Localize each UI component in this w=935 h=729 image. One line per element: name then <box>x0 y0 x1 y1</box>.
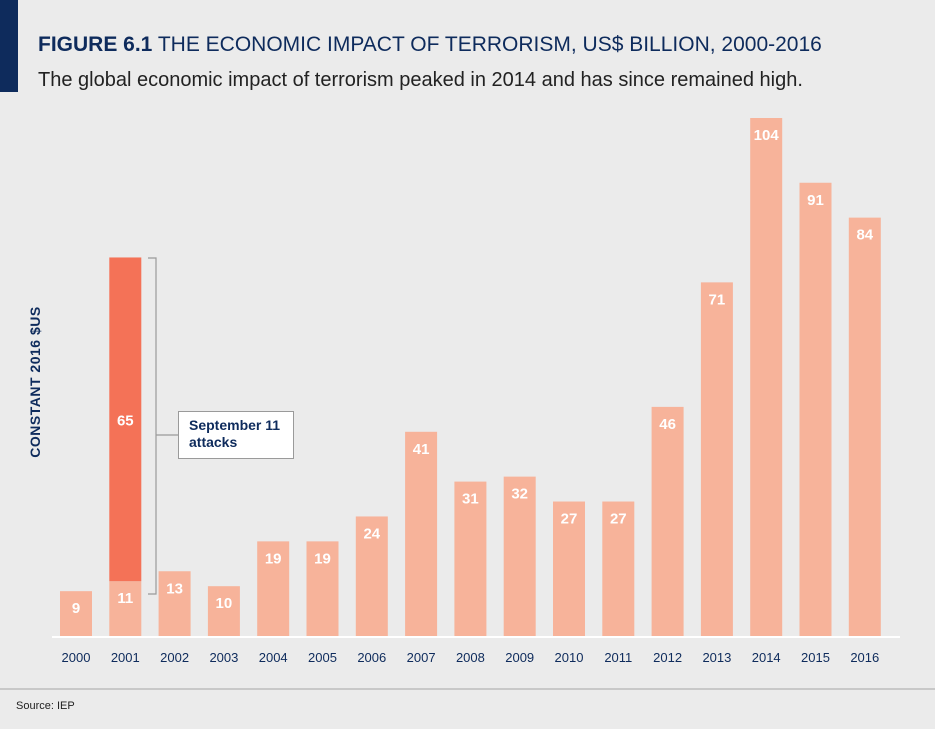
bar-2000 <box>60 591 92 636</box>
bar-2014 <box>750 118 783 636</box>
x-tick-2004: 2004 <box>259 650 288 665</box>
x-tick-2006: 2006 <box>357 650 386 665</box>
bar-2012 <box>651 406 684 636</box>
bar-label-2004: 19 <box>265 550 282 567</box>
bar-label-2010: 27 <box>561 511 578 528</box>
accent-bar <box>0 0 18 92</box>
x-tick-2016: 2016 <box>850 650 879 665</box>
x-tick-2010: 2010 <box>555 650 584 665</box>
source-note: Source: IEP <box>16 700 75 712</box>
bar-label-2011: 27 <box>610 511 627 528</box>
x-tick-2002: 2002 <box>160 650 189 665</box>
figure-subtitle: The global economic impact of terrorism … <box>38 69 803 91</box>
bar-2009 <box>503 476 536 636</box>
bar-2003 <box>207 586 240 636</box>
bar-label-2016: 84 <box>856 227 873 244</box>
bar-2001-september-11 <box>109 257 142 582</box>
title-text: THE ECONOMIC IMPACT OF TERRORISM, US$ BI… <box>157 33 822 56</box>
bar-2016 <box>848 217 881 636</box>
x-tick-2014: 2014 <box>752 650 781 665</box>
figure-label: FIGURE 6.1 <box>38 33 153 56</box>
bar-label-2006: 24 <box>363 525 380 542</box>
source-divider <box>0 688 935 690</box>
annotation-line-1: September 11 <box>189 417 281 433</box>
bar-labels-group: 9 11 65 13 10 19 19 24 41 31 32 27 27 46 71 104 91 84 <box>72 127 874 617</box>
x-tick-2003: 2003 <box>209 650 238 665</box>
bar-label-2000: 9 <box>72 600 80 617</box>
x-tick-2011: 2011 <box>604 650 632 665</box>
bar-2008 <box>454 481 487 636</box>
x-tick-2005: 2005 <box>308 650 337 665</box>
x-tick-2012: 2012 <box>653 650 682 665</box>
bar-label-2008: 31 <box>462 491 479 508</box>
x-tick-2007: 2007 <box>407 650 436 665</box>
x-tick-2009: 2009 <box>505 650 534 665</box>
bar-label-2014: 104 <box>754 127 780 144</box>
bar-2007 <box>405 431 438 636</box>
bar-2011 <box>602 501 635 636</box>
bars-group <box>60 118 881 636</box>
y-axis-label: CONSTANT 2016 $US <box>27 306 43 457</box>
x-tick-2013: 2013 <box>702 650 731 665</box>
bar-label-2005: 19 <box>314 550 331 567</box>
figure-title: FIGURE 6.1 THE ECONOMIC IMPACT OF TERROR… <box>38 33 822 57</box>
bar-2002 <box>158 571 191 636</box>
x-tick-2008: 2008 <box>456 650 485 665</box>
annotation-bracket <box>148 257 178 595</box>
bar-chart: 9 11 65 13 10 19 19 24 41 31 32 27 27 46 71 104 91 84 200… <box>27 118 900 665</box>
x-tick-2001: 2001 <box>111 650 140 665</box>
bar-2013 <box>700 282 733 636</box>
bar-2005 <box>306 541 339 636</box>
bar-2006 <box>355 516 388 636</box>
x-tick-labels-group: 2000 2001 2002 2003 2004 2005 2006 2007 2008 2009… <box>62 650 880 665</box>
bar-2010 <box>553 501 585 636</box>
bar-2015 <box>799 182 832 636</box>
bar-label-2012: 46 <box>659 416 676 433</box>
bar-2004 <box>257 541 290 636</box>
bar-label-2009: 32 <box>511 486 528 503</box>
bar-2001 <box>109 581 142 636</box>
bar-label-2001-september-11: 65 <box>117 412 134 429</box>
bar-label-2007: 41 <box>413 441 430 458</box>
bar-label-2003: 10 <box>216 595 233 612</box>
bar-label-2001: 11 <box>117 590 133 607</box>
bar-label-2002: 13 <box>166 580 183 597</box>
x-tick-2000: 2000 <box>62 650 91 665</box>
x-tick-2015: 2015 <box>801 650 830 665</box>
bar-label-2015: 91 <box>807 192 824 209</box>
september-11-annotation: September 11 attacks <box>178 411 294 459</box>
bar-label-2013: 71 <box>709 291 726 308</box>
annotation-line-2: attacks <box>189 434 238 450</box>
